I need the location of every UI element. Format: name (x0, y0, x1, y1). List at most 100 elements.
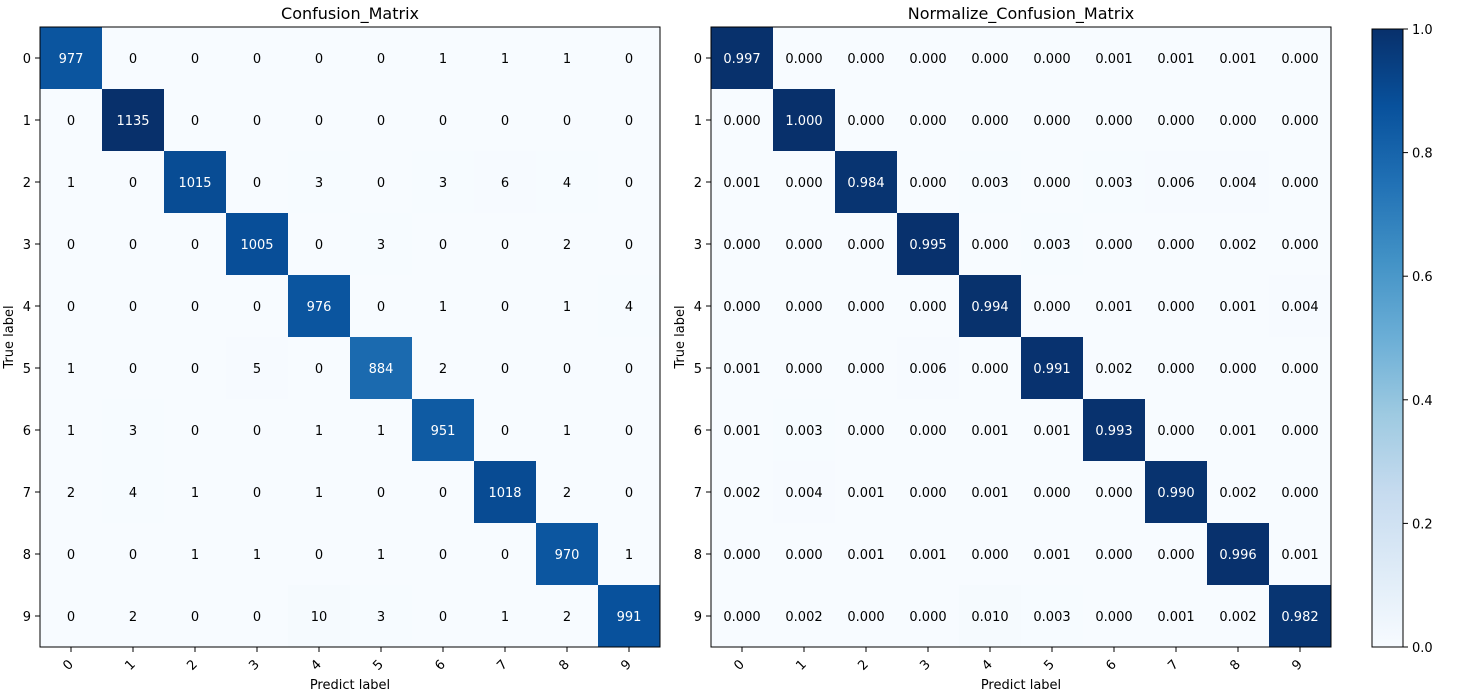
cell-value-label: 0.001 (1157, 610, 1194, 625)
heatmap-cell (959, 337, 1022, 400)
cell-value-label: 0.000 (723, 114, 760, 129)
cell-value-label: 1015 (178, 176, 211, 191)
heatmap-cell (226, 399, 289, 462)
cell-value-label: 0 (625, 486, 633, 501)
heatmap-cell (164, 585, 227, 648)
cell-value-label: 0.002 (723, 486, 760, 501)
y-tick-label: 0 (694, 52, 702, 67)
y-tick-label: 7 (23, 486, 31, 501)
heatmap-cell (959, 89, 1022, 152)
plot-frame (710, 26, 1332, 648)
heatmap-cell (40, 337, 103, 400)
cell-value-label: 0.001 (1219, 300, 1256, 315)
cell-value-label: 0.000 (909, 486, 946, 501)
y-tick-label: 4 (694, 300, 702, 315)
cell-value-label: 0.006 (909, 362, 946, 377)
heatmap-cell (102, 89, 165, 152)
y-tick-label: 0 (23, 52, 31, 67)
heatmap-cell (40, 399, 103, 462)
heatmap-cell (412, 275, 475, 338)
heatmap-cell (598, 27, 661, 90)
heatmap-cell (835, 151, 898, 214)
heatmap-cell (1207, 461, 1270, 524)
cell-value-label: 951 (431, 424, 456, 439)
heatmap-cell (959, 461, 1022, 524)
cell-value-label: 4 (625, 300, 633, 315)
cell-value-label: 0 (315, 114, 323, 129)
heatmap-cell (1269, 89, 1332, 152)
cell-value-label: 0 (191, 610, 199, 625)
cell-value-label: 3 (439, 176, 447, 191)
cell-value-label: 0.000 (1095, 548, 1132, 563)
x-tick-label: 5 (1041, 657, 1057, 673)
y-tick-label: 3 (694, 238, 702, 253)
cell-value-label: 0.000 (1095, 610, 1132, 625)
colorbar-tick-label: 0.2 (1412, 517, 1433, 532)
heatmap-cell (226, 27, 289, 90)
y-tick-label: 6 (694, 424, 702, 439)
y-tick-label: 9 (694, 610, 702, 625)
heatmap-cell (959, 523, 1022, 586)
cell-value-label: 0.000 (785, 52, 822, 67)
y-tick-label: 7 (694, 486, 702, 501)
cell-value-label: 0.001 (847, 548, 884, 563)
cell-value-label: 0 (439, 610, 447, 625)
cell-value-label: 0.001 (723, 424, 760, 439)
cell-value-label: 0.000 (971, 52, 1008, 67)
y-tick-label: 5 (694, 362, 702, 377)
x-tick-label: 9 (1289, 657, 1305, 673)
colorbar-tick-label: 0.8 (1412, 147, 1433, 162)
cell-value-label: 0 (501, 300, 509, 315)
cell-value-label: 0.001 (1095, 52, 1132, 67)
cell-value-label: 0.000 (847, 362, 884, 377)
cell-value-label: 0.000 (971, 114, 1008, 129)
heatmap-cell (350, 461, 413, 524)
colorbar-tick-label: 0.4 (1412, 394, 1433, 409)
heatmap-cell (1269, 151, 1332, 214)
cell-value-label: 0 (625, 362, 633, 377)
y-tick-label: 9 (23, 610, 31, 625)
heatmap-cell (835, 27, 898, 90)
heatmap-cell (773, 399, 836, 462)
heatmap-cell (1269, 213, 1332, 276)
heatmap-cell (412, 585, 475, 648)
heatmap-cell (1207, 523, 1270, 586)
chart-title: Confusion_Matrix (281, 4, 419, 24)
heatmap-cell (288, 399, 351, 462)
heatmap-cell (1083, 399, 1146, 462)
cell-value-label: 0.000 (909, 424, 946, 439)
heatmap-cell (1083, 151, 1146, 214)
cell-value-label: 0 (129, 300, 137, 315)
heatmap-cell (598, 275, 661, 338)
heatmap-cell (1207, 27, 1270, 90)
heatmap-cell (1145, 523, 1208, 586)
heatmap-cell (536, 337, 599, 400)
cell-value-label: 0.000 (1095, 114, 1132, 129)
heatmap-cell (1269, 275, 1332, 338)
cell-value-label: 1 (501, 52, 509, 67)
cell-value-label: 0.001 (1157, 52, 1194, 67)
heatmap-cell (536, 89, 599, 152)
cell-value-label: 0.000 (1033, 486, 1070, 501)
heatmap-cell (1207, 151, 1270, 214)
heatmap-cell (102, 275, 165, 338)
cell-value-label: 0.002 (1219, 610, 1256, 625)
cell-value-label: 0 (191, 300, 199, 315)
heatmap-cell (1021, 523, 1084, 586)
cell-value-label: 0.000 (1281, 52, 1318, 67)
cell-value-label: 0.006 (1157, 176, 1194, 191)
heatmap-cell (598, 213, 661, 276)
cell-value-label: 0.000 (1281, 362, 1318, 377)
cell-value-label: 0 (501, 548, 509, 563)
heatmap-cell (164, 151, 227, 214)
cell-value-label: 0.000 (723, 610, 760, 625)
heatmap-cell (350, 213, 413, 276)
heatmap-cell (350, 151, 413, 214)
y-axis-label: True label (673, 305, 688, 369)
y-tick-label: 8 (694, 548, 702, 563)
cell-value-label: 0.001 (1033, 424, 1070, 439)
heatmap-cell (1083, 585, 1146, 648)
heatmap-cell (102, 523, 165, 586)
heatmap-cell (474, 27, 537, 90)
